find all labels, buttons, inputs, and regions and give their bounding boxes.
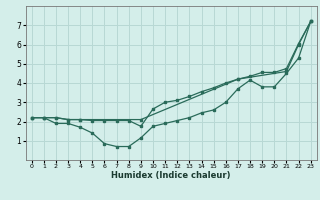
X-axis label: Humidex (Indice chaleur): Humidex (Indice chaleur) bbox=[111, 171, 231, 180]
